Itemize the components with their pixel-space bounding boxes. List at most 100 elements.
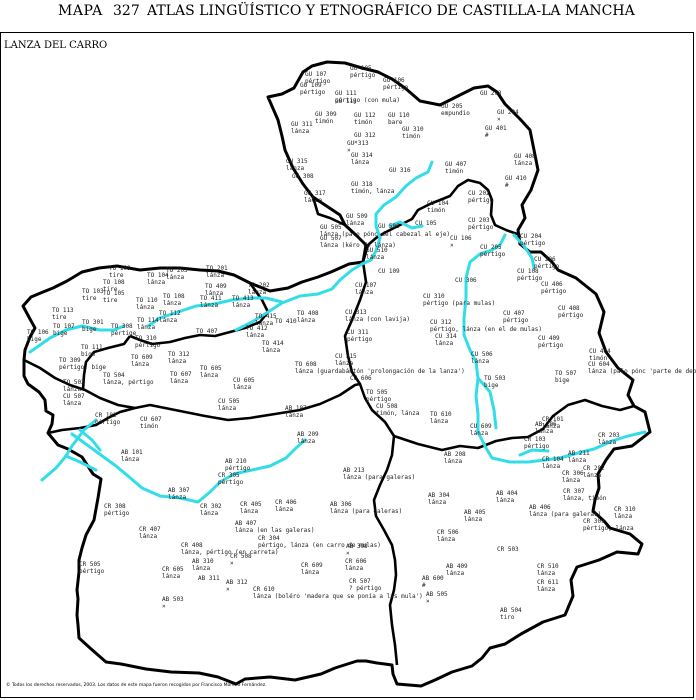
point-word: bige [82,326,97,333]
point-word: × [426,598,430,605]
point-word: × [346,550,350,557]
point-code: TO 412 [246,325,268,332]
point-code: CU 204 [520,233,542,240]
point-code: GU 106 [383,77,405,84]
point-word: lánza [583,472,601,479]
point-code: TO 109 [109,265,131,272]
point-code: TO 312 [168,351,190,358]
point-code: TO 105 [103,290,125,297]
point-word: ? pértigo [349,585,382,592]
survey-point: CU 606 [350,375,372,382]
point-code: TO 309 [59,357,81,364]
point-code: CU 508 [376,403,398,410]
rivers [28,160,647,504]
point-word: bige [27,336,42,343]
survey-point: AB 600# [422,575,444,589]
point-code: GU 107 [305,71,327,78]
point-word: timón [402,133,420,140]
point-word: pértigo (con mula) [335,97,400,104]
survey-point: TO 410 [275,318,297,325]
survey-point: GU 204× [497,109,519,123]
point-code: TO 608 [295,361,317,368]
point-word: lánza [304,197,322,204]
point-word: # [485,132,489,139]
point-word: lánza [248,289,266,296]
point-word: lánza [496,497,514,504]
point-code: CR 610 [253,586,275,593]
point-code: GU 109 [300,82,322,89]
point-code: CU 607 [140,416,162,423]
point-word: lánza [470,430,488,437]
point-code: TO 409 [205,283,227,290]
survey-point: AB 311 [198,575,220,582]
point-word: lánza, pértigo [103,379,154,386]
point-code: CU 202 [468,190,490,197]
point-word: lánza [537,570,555,577]
point-code: GU 316 [389,167,411,174]
point-word: pértigo [225,465,251,472]
survey-point: AB 505× [426,591,448,605]
point-code: GU 401 [485,125,507,132]
point-word: lánza [200,510,218,517]
point-word: tire [103,286,118,293]
point-word: pértigo, lánza (en carro de mulas) [258,542,381,549]
point-code: GU 311 [291,121,313,128]
point-code: AB 504 [500,607,522,614]
point-code: CU 408 [558,305,580,312]
point-code: TO 415 [255,313,277,320]
point-code: TO 301 [82,319,104,326]
point-word: lánza (guardabántón 'prolongación de la … [295,368,465,375]
point-code: TO 201 [206,265,228,272]
point-code: CR 408 [181,542,203,549]
point-code: GU 505 [320,224,342,231]
point-code: CR 306 [562,470,584,477]
map-subject-label: LANZA DEL CARRO [4,40,108,51]
point-code: CU 311 [347,329,369,336]
point-word: lánza [170,378,188,385]
point-word: lánza [335,360,353,367]
point-code: CR 308 [104,503,126,510]
point-word: pértigo [468,197,494,204]
point-word: bige [53,330,68,337]
survey-point: CU 105 [415,220,437,227]
point-code: AB 206 [535,421,557,428]
point-code: TO 605 [200,365,222,372]
point-code: AB 107 [285,405,307,412]
point-code: CU 205 [480,244,502,251]
point-word: lánza [297,317,315,324]
point-code: AB 101 [121,449,143,456]
point-code: AB 307 [168,487,190,494]
point-code: CU 107 [355,282,377,289]
point-code: GU 310 [402,126,424,133]
point-code: AB 208 [444,451,466,458]
